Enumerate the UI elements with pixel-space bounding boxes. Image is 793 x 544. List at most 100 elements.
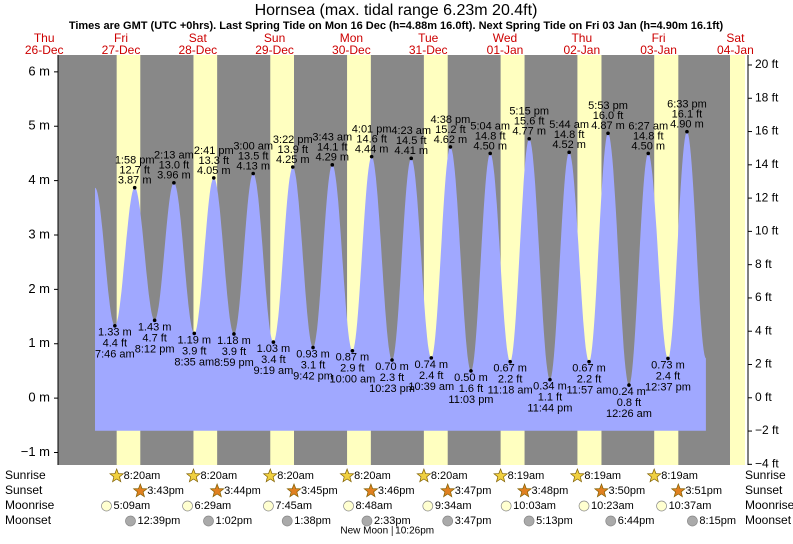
- tide-height-m: 0.24 m: [612, 386, 646, 398]
- day-date: 31-Dec: [409, 43, 448, 57]
- tide-height-m: 1.03 m: [257, 343, 291, 355]
- tide-extreme: [311, 345, 315, 350]
- tide-time: 12:26 am: [606, 408, 652, 420]
- tide-height-m: 0.87 m: [336, 352, 370, 364]
- tide-time: 12:37 pm: [645, 381, 691, 393]
- moonrise-time: 5:09am: [113, 500, 150, 512]
- tide-extreme: [232, 332, 236, 336]
- tide-extreme: [646, 151, 651, 156]
- tide-extreme: [290, 165, 295, 169]
- day-name: Mon: [340, 31, 363, 45]
- day-date: 29-Dec: [255, 43, 294, 57]
- tide-time: 11:18 am: [488, 385, 533, 397]
- moon-icon: [523, 515, 535, 527]
- moon-icon: [361, 515, 373, 527]
- day-name: Fri: [652, 31, 666, 45]
- sun-icon: [339, 468, 355, 483]
- day-name: Tue: [418, 31, 439, 45]
- tide-extreme: [606, 131, 610, 136]
- tide-height-ft: 15.2 ft: [435, 124, 466, 136]
- moonset-time: 12:39pm: [137, 515, 180, 527]
- sun-icon: [569, 468, 586, 483]
- tide-time: 8:59 pm: [214, 357, 254, 369]
- sunset-time: 3:43pm: [147, 485, 184, 497]
- tide-height-ft: 2.4 ft: [656, 370, 680, 382]
- sun-icon: [493, 468, 509, 483]
- sunrise-time: 8:20am: [354, 470, 391, 482]
- row-label: Moonset: [5, 513, 52, 527]
- moon-icon: [343, 500, 354, 512]
- tide-height-m: 4.50 m: [473, 140, 507, 152]
- tide-height-ft: 3.9 ft: [182, 345, 206, 357]
- tide-time: 2:13 am: [154, 150, 194, 162]
- y2-tick-label: 2 ft: [755, 357, 772, 371]
- y-tick-label: 4 m: [28, 172, 50, 187]
- sunrise-time: 8:19am: [661, 470, 698, 482]
- tide-height-ft: 14.8 ft: [554, 129, 585, 141]
- sunrise-time: 8:20am: [124, 470, 161, 482]
- tide-height-ft: 2.2 ft: [498, 374, 522, 386]
- tide-height-ft: 15.6 ft: [514, 116, 545, 128]
- row-label: Sunrise: [745, 468, 786, 482]
- tide-extreme: [192, 331, 197, 336]
- tide-height-ft: 13.9 ft: [277, 144, 308, 156]
- y-tick-label: 5 m: [28, 118, 50, 133]
- sun-icon: [670, 483, 686, 498]
- tide-height-ft: 4.7 ft: [142, 332, 166, 344]
- tide-height-ft: 4.4 ft: [103, 338, 127, 350]
- tide-height-m: 4.90 m: [670, 119, 704, 131]
- tide-extreme: [429, 356, 434, 360]
- tide-time: 5:04 am: [470, 120, 510, 132]
- moonset-time: 1:02pm: [216, 515, 253, 527]
- moon-phase: New Moon: [340, 526, 388, 537]
- day-date: 04-Jan: [717, 43, 754, 57]
- tide-height-ft: 2.4 ft: [419, 370, 443, 382]
- tide-height-m: 4.87 m: [591, 120, 625, 132]
- sunrise-time: 8:20am: [277, 470, 314, 482]
- y2-tick-label: 10 ft: [755, 224, 779, 238]
- tide-height-m: 4.44 m: [355, 144, 389, 156]
- tide-height-m: 0.34 m: [533, 381, 567, 393]
- tide-extreme: [251, 171, 255, 176]
- tide-time: 8:35 am: [174, 356, 214, 368]
- tide-height-ft: 14.8 ft: [633, 130, 664, 142]
- tide-time: 4:01 pm: [352, 124, 392, 136]
- tide-height-m: 0.74 m: [414, 359, 448, 371]
- moon-icon: [656, 500, 667, 512]
- y-tick-label: 3 m: [28, 226, 50, 241]
- tide-height-ft: 14.8 ft: [475, 130, 506, 142]
- sun-icon: [416, 468, 432, 483]
- moon-icon: [500, 500, 512, 512]
- day-name: Sat: [726, 31, 745, 45]
- tide-time: 3:43 am: [312, 132, 352, 144]
- y2-tick-label: 8 ft: [755, 257, 772, 271]
- y-tick-label: 2 m: [28, 281, 50, 296]
- y2-tick-label: 4 ft: [755, 323, 772, 337]
- y-tick-label: 1 m: [28, 335, 50, 350]
- y2-tick-label: 6 ft: [755, 290, 772, 304]
- y-tick-label: 6 m: [28, 63, 50, 78]
- tide-height-ft: 14.5 ft: [396, 135, 427, 147]
- y2-tick-label: 14 ft: [755, 157, 779, 171]
- tide-extreme: [627, 383, 631, 387]
- tide-extreme: [685, 129, 689, 134]
- tide-extreme: [132, 185, 137, 190]
- tide-height-ft: 3.4 ft: [261, 354, 285, 366]
- sun-icon: [132, 483, 148, 498]
- sunset-time: 3:45pm: [301, 485, 338, 497]
- sunset-time: 3:51pm: [685, 485, 722, 497]
- tide-extreme: [567, 150, 571, 155]
- tide-height-ft: 16.1 ft: [672, 109, 703, 121]
- sun-icon: [262, 468, 278, 483]
- row-label: Sunset: [745, 483, 783, 497]
- day-name: Sat: [189, 31, 208, 45]
- sun-icon: [516, 483, 533, 498]
- tide-height-ft: 0.8 ft: [617, 397, 641, 409]
- tide-height-m: 0.67 m: [493, 363, 527, 375]
- tide-extreme: [390, 358, 394, 362]
- tide-height-ft: 2.2 ft: [577, 374, 601, 386]
- tide-height-ft: 13.5 ft: [238, 150, 269, 162]
- row-label: Moonrise: [5, 498, 55, 512]
- sunrise-time: 8:20am: [200, 470, 237, 482]
